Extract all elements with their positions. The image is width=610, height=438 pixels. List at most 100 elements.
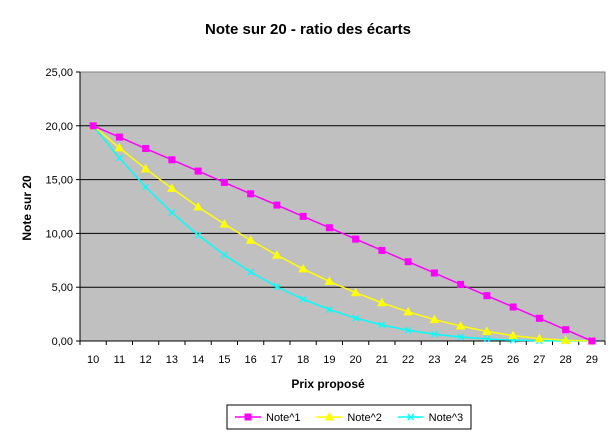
x-tick-label: 17 bbox=[271, 354, 283, 366]
data-point bbox=[273, 283, 281, 291]
x-tick-label: 16 bbox=[245, 354, 257, 366]
data-point bbox=[89, 122, 97, 130]
data-point bbox=[508, 330, 518, 340]
data-point bbox=[509, 303, 517, 311]
x-tick-label: 29 bbox=[586, 354, 598, 366]
y-tick-label: 25,00 bbox=[45, 67, 73, 79]
marker-stroke bbox=[273, 283, 281, 291]
x-tick-label: 11 bbox=[114, 354, 125, 366]
plot-background bbox=[79, 71, 606, 342]
x-tick-label: 26 bbox=[507, 354, 519, 366]
data-point bbox=[168, 156, 176, 164]
data-point bbox=[534, 333, 545, 343]
marker-stroke bbox=[378, 321, 386, 329]
x-tick-label: 23 bbox=[428, 354, 440, 366]
data-point bbox=[298, 263, 308, 273]
y-axis-label: Note sur 20 bbox=[20, 175, 34, 241]
data-point bbox=[247, 190, 255, 198]
marker-stroke bbox=[299, 295, 307, 303]
x-tick-label: 14 bbox=[192, 354, 204, 366]
legend-label: Note^3 bbox=[429, 412, 464, 424]
data-point bbox=[562, 326, 570, 334]
data-point bbox=[350, 287, 361, 297]
x-tick-label: 10 bbox=[87, 354, 99, 366]
data-point bbox=[325, 306, 333, 314]
data-point bbox=[377, 297, 387, 307]
data-point bbox=[404, 326, 412, 334]
chart-title: Note sur 20 - ratio des écarts bbox=[205, 21, 411, 38]
data-point bbox=[140, 163, 151, 173]
data-point bbox=[220, 251, 228, 259]
data-point bbox=[193, 201, 203, 211]
data-point bbox=[194, 231, 202, 239]
legend-marker bbox=[407, 413, 415, 421]
data-point bbox=[430, 269, 438, 277]
data-point bbox=[325, 224, 333, 232]
data-point bbox=[245, 235, 256, 244]
marker-stroke bbox=[404, 326, 412, 334]
x-tick-label: 19 bbox=[323, 354, 335, 366]
x-tick-label: 13 bbox=[166, 354, 178, 366]
x-tick-label: 27 bbox=[533, 354, 545, 366]
data-point bbox=[535, 314, 543, 322]
marker-stroke bbox=[115, 154, 123, 162]
data-point bbox=[115, 133, 123, 141]
legend-marker bbox=[324, 411, 335, 421]
x-tick-label: 21 bbox=[376, 354, 388, 366]
data-point bbox=[167, 183, 177, 192]
y-tick-label: 0,00 bbox=[52, 336, 73, 348]
marker-stroke bbox=[142, 183, 150, 191]
data-point bbox=[219, 219, 230, 228]
data-point bbox=[115, 154, 123, 162]
data-point bbox=[299, 212, 307, 220]
data-point bbox=[220, 178, 228, 186]
data-point bbox=[142, 145, 150, 153]
y-tick-label: 15,00 bbox=[45, 175, 73, 187]
marker-stroke bbox=[407, 413, 415, 421]
data-point bbox=[429, 314, 440, 324]
data-point bbox=[483, 292, 491, 300]
data-point bbox=[194, 167, 202, 175]
x-tick-label: 12 bbox=[140, 354, 152, 366]
marker-stroke bbox=[168, 209, 176, 216]
plot-area: 0,00 5,00 10,00 15,00 20,00 25,00 10 11 12 13 14 15… bbox=[45, 67, 606, 366]
data-point bbox=[273, 201, 281, 209]
x-tick-label: 20 bbox=[350, 354, 362, 366]
series-line-1 bbox=[92, 125, 593, 342]
marker-stroke bbox=[483, 335, 491, 343]
data-point bbox=[247, 268, 255, 276]
data-point bbox=[403, 306, 413, 316]
marker-stroke bbox=[457, 333, 465, 341]
data-point bbox=[272, 250, 282, 259]
data-point bbox=[482, 326, 492, 335]
legend-box bbox=[226, 404, 472, 430]
marker-stroke bbox=[247, 268, 255, 276]
data-point bbox=[560, 335, 571, 344]
data-point bbox=[142, 183, 150, 191]
x-tick-label: 24 bbox=[455, 354, 467, 366]
data-point bbox=[457, 280, 465, 288]
y-tick-label: 10,00 bbox=[45, 228, 73, 240]
data-point bbox=[352, 235, 360, 243]
legend: Note^1 Note^2 Note^3 bbox=[226, 404, 472, 430]
marker-stroke bbox=[325, 306, 333, 314]
data-point bbox=[299, 295, 307, 303]
data-point bbox=[404, 258, 412, 266]
data-point bbox=[455, 321, 466, 330]
data-point bbox=[378, 246, 386, 254]
legend-marker bbox=[244, 413, 252, 421]
y-tick-label: 5,00 bbox=[52, 282, 73, 294]
x-tick-label: 18 bbox=[297, 354, 309, 366]
data-point bbox=[352, 314, 360, 322]
x-tick-label: 22 bbox=[402, 354, 414, 366]
y-tick-label: 20,00 bbox=[45, 121, 73, 133]
data-point bbox=[483, 335, 491, 343]
x-axis-label: Prix proposé bbox=[291, 377, 365, 391]
data-point bbox=[378, 321, 386, 329]
x-tick-label: 28 bbox=[560, 354, 572, 366]
marker-stroke bbox=[220, 251, 228, 259]
data-point bbox=[430, 330, 438, 338]
data-point bbox=[168, 209, 176, 216]
series-line-3 bbox=[92, 125, 592, 342]
